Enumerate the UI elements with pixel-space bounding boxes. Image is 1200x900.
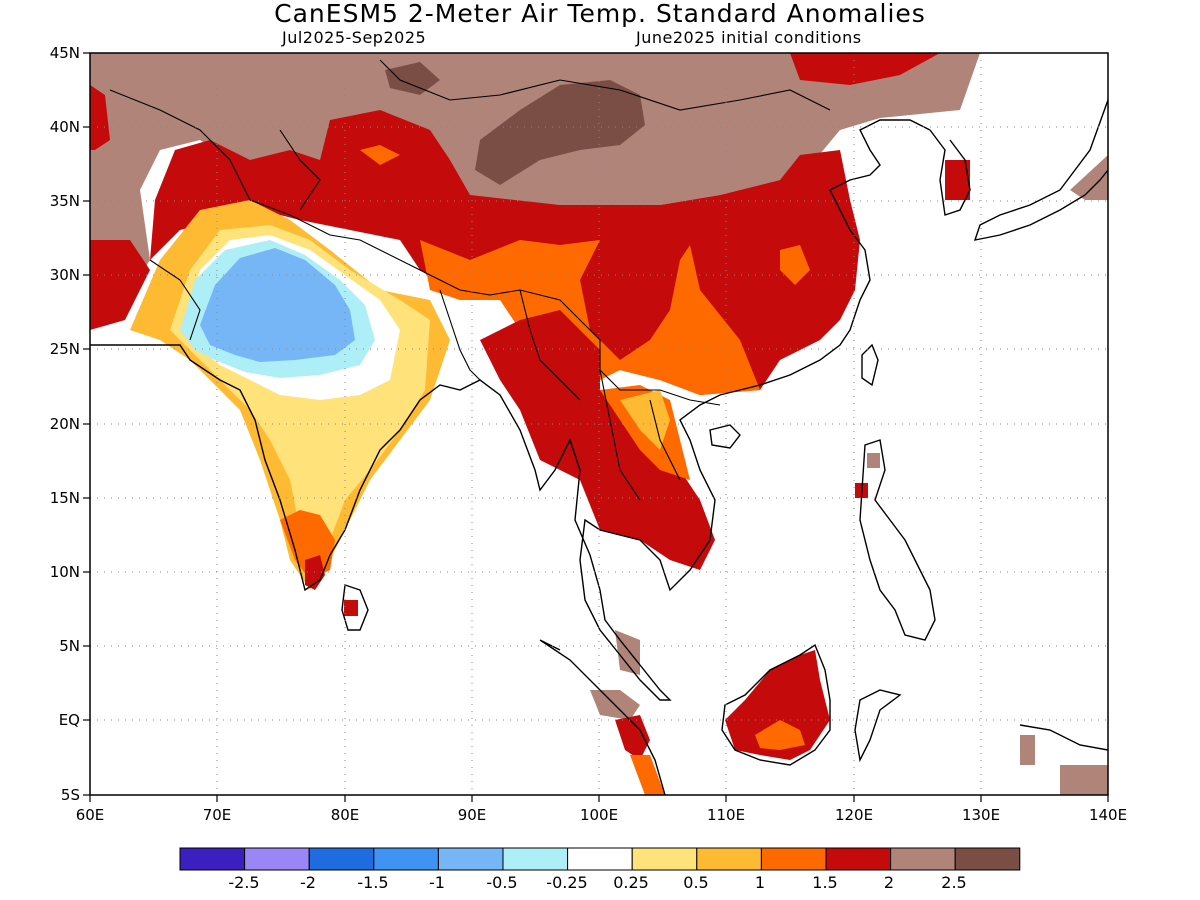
graticule	[90, 53, 1108, 795]
colorbar-label: 1	[755, 873, 765, 892]
colorbar-swatch	[373, 847, 439, 871]
colorbar-label: 1.5	[812, 873, 837, 892]
y-tick-label: 10N	[50, 563, 80, 581]
x-tick-label: 110E	[707, 806, 745, 824]
coastline-philippines	[859, 439, 936, 641]
x-axis-labels: 60E 70E 80E 90E 100E 110E 120E 130E 140E	[76, 806, 1127, 824]
anomaly-region-orange	[780, 245, 810, 285]
colorbar-swatches	[179, 847, 1021, 871]
coastline-sumatra	[539, 639, 666, 795]
y-tick-label: 5S	[61, 786, 80, 804]
colorbar-label: -0.5	[486, 873, 517, 892]
map-title: CanESM5 2-Meter Air Temp. Standard Anoma…	[274, 0, 926, 28]
colorbar-swatch	[179, 847, 246, 871]
y-tick-label: 45N	[50, 44, 80, 62]
y-tick-label: 40N	[50, 118, 80, 136]
y-tick-label: 20N	[50, 415, 80, 433]
anomaly-region-light-blue	[200, 248, 355, 362]
y-tick-label: 25N	[50, 340, 80, 358]
colorbar-swatch	[308, 847, 375, 871]
coastline-layer	[90, 59, 1108, 795]
anomaly-region-brown	[90, 53, 980, 300]
coastline-sulawesi	[854, 689, 902, 763]
colorbar-label: -1.5	[357, 873, 388, 892]
colorbar-swatch	[954, 847, 1021, 871]
colorbar-labels: -2.5 -2 -1.5 -1 -0.5 -0.25 0.25 0.5 1 1.…	[228, 873, 966, 892]
colorbar-label: -1	[429, 873, 445, 892]
anomaly-region-orange	[420, 240, 760, 400]
colorbar-swatch	[760, 847, 827, 871]
colorbar-label: -2	[300, 873, 316, 892]
anomaly-region-orange	[630, 755, 665, 795]
y-tick-label: 30N	[50, 266, 80, 284]
anomaly-region-red	[790, 53, 940, 85]
anomaly-region-orange	[360, 145, 400, 165]
coastline-borneo	[721, 643, 831, 766]
colorbar-swatch	[631, 847, 698, 871]
anomaly-region-brown	[1020, 735, 1035, 765]
coastline-sri-lanka	[341, 584, 369, 631]
x-tick-label: 60E	[76, 806, 105, 824]
x-tick-label: 90E	[458, 806, 487, 824]
anomaly-region-red	[90, 85, 110, 150]
coastline-asia	[90, 119, 931, 701]
anomaly-region-dark-brown	[475, 80, 645, 185]
colorbar-label: -2.5	[228, 873, 259, 892]
anomaly-region-brown	[867, 453, 880, 468]
initial-conditions: June2025 initial conditions	[636, 28, 862, 47]
anomaly-region-red	[725, 650, 830, 760]
anomaly-region-light-orange	[620, 390, 670, 450]
anomaly-region-dark-brown	[385, 62, 440, 95]
x-tick-label: 120E	[835, 806, 873, 824]
coastline-taiwan	[861, 343, 879, 387]
coastline-new-guinea	[1019, 724, 1108, 751]
x-tick-label: 130E	[962, 806, 1000, 824]
y-axis-labels: 45N 40N 35N 30N 25N 20N 15N 10N 5N EQ 5S	[50, 44, 80, 804]
colorbar-swatch	[890, 847, 956, 871]
forecast-period: Jul2025-Sep2025	[282, 28, 427, 47]
anomaly-region-orange	[755, 720, 805, 750]
y-tick-label: 15N	[50, 489, 80, 507]
y-tick-label: EQ	[59, 711, 80, 729]
anomaly-region-red	[90, 240, 150, 330]
coastline-hainan	[709, 424, 741, 449]
colorbar-swatch	[244, 847, 310, 871]
x-tick-label: 80E	[331, 806, 360, 824]
country-borders	[109, 59, 831, 501]
coastline-korea	[929, 129, 971, 216]
anomaly-region-brown	[1070, 155, 1108, 200]
coastline-japan	[973, 99, 1108, 241]
colorbar-swatch	[502, 847, 569, 871]
x-tick-label: 140E	[1089, 806, 1127, 824]
axis-ticks	[83, 52, 1109, 802]
colorbar-label: 2.5	[941, 873, 966, 892]
x-tick-label: 100E	[580, 806, 618, 824]
colorbar: -2.5 -2 -1.5 -1 -0.5 -0.25 0.25 0.5 1 1.…	[179, 847, 1021, 892]
colorbar-label: 0.25	[613, 873, 649, 892]
anomaly-region-red	[480, 310, 715, 570]
colorbar-swatch	[437, 847, 504, 871]
colorbar-label: 2	[884, 873, 894, 892]
anomaly-fill-layer	[90, 53, 1108, 795]
x-tick-label: 70E	[203, 806, 232, 824]
colorbar-swatch	[696, 847, 762, 871]
colorbar-label: -0.25	[546, 873, 587, 892]
anomaly-region-brown	[1060, 765, 1108, 795]
colorbar-swatch	[567, 847, 633, 871]
y-tick-label: 35N	[50, 192, 80, 210]
anomaly-region-red	[615, 715, 650, 760]
y-tick-label: 5N	[59, 637, 80, 655]
colorbar-swatch	[825, 847, 892, 871]
colorbar-label: 0.5	[683, 873, 708, 892]
anomaly-region-red	[344, 600, 358, 616]
